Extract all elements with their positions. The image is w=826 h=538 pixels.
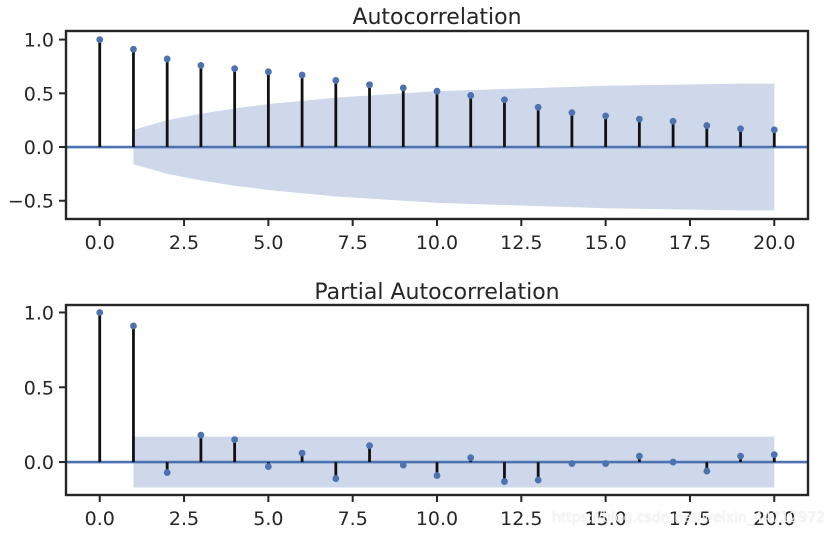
chart-0-point-9 — [399, 84, 407, 92]
chart-0-point-15 — [602, 112, 610, 120]
chart-0-xtick-label-3: 7.5 — [338, 232, 368, 254]
chart-0-point-6 — [298, 71, 306, 79]
chart-1-xtick-label-3: 7.5 — [338, 508, 368, 530]
chart-0-point-8 — [366, 81, 373, 89]
chart-1-point-11 — [467, 454, 475, 461]
chart-0-xtick-label-5: 12.5 — [500, 232, 542, 254]
chart-1-point-15 — [602, 460, 610, 467]
chart-1-ytick-label-2: 0.0 — [24, 452, 54, 474]
chart-0-xtick-label-8: 20.0 — [753, 232, 795, 254]
chart-0-ytick-label-0: 1.0 — [24, 30, 54, 52]
partial-autocorrelation-chart: 0.0 2.5 5.0 7.5 10.0 12.5 15.0 17.5 20.0 1.0 0.5 0.… — [24, 280, 810, 530]
chart-1-point-3 — [197, 431, 205, 439]
chart-1-point-20 — [770, 451, 778, 459]
chart-0-xtick-label-7: 17.5 — [669, 232, 711, 254]
chart-0-ytick-label-3: −0.5 — [8, 191, 54, 213]
chart-0-xtick-label-2: 5.0 — [253, 232, 283, 254]
chart-1-point-4 — [231, 436, 239, 444]
chart-0-point-7 — [332, 77, 340, 84]
chart-0-xtick-label-1: 2.5 — [169, 232, 199, 254]
chart-1-point-19 — [737, 452, 744, 460]
chart-0-point-13 — [534, 103, 542, 111]
chart-0-point-12 — [501, 96, 508, 104]
chart-1-point-8 — [366, 442, 373, 450]
chart-1-point-9 — [399, 461, 407, 469]
chart-1-point-0 — [96, 309, 104, 316]
chart-1-point-1 — [130, 322, 137, 330]
chart-0-point-17 — [669, 117, 677, 125]
chart-1-point-10 — [433, 472, 441, 479]
chart-1-point-12 — [501, 478, 508, 485]
chart-1-point-17 — [669, 458, 677, 466]
chart-1-title: Partial Autocorrelation — [314, 280, 559, 305]
chart-0-xtick-label-6: 15.0 — [584, 232, 626, 254]
chart-1-point-16 — [635, 452, 643, 460]
chart-0-xtick-label-0: 0.0 — [85, 232, 115, 254]
chart-1-point-5 — [264, 463, 272, 470]
chart-1-point-13 — [534, 476, 542, 484]
chart-0-ytick-label-1: 0.5 — [24, 83, 54, 105]
chart-1-point-7 — [332, 475, 340, 482]
chart-1-ytick-label-1: 0.5 — [24, 377, 54, 399]
chart-0-point-1 — [130, 45, 137, 53]
chart-1-xtick-label-1: 2.5 — [169, 508, 199, 530]
chart-0-point-11 — [467, 92, 475, 99]
chart-0-point-14 — [568, 109, 576, 117]
autocorrelation-chart: 0.0 2.5 5.0 7.5 10.0 12.5 15.0 17.5 20.0 1.0 0.5 0.… — [8, 5, 810, 254]
chart-1-point-2 — [163, 469, 171, 476]
chart-1-point-6 — [298, 449, 306, 457]
chart-0-point-5 — [264, 68, 272, 76]
chart-0-point-10 — [433, 87, 441, 95]
chart-1-xtick-label-2: 5.0 — [253, 508, 283, 530]
chart-1-ytick-label-0: 1.0 — [24, 302, 54, 324]
watermark-text: https://blog.csdn.net/weixin_44712972 — [552, 510, 826, 526]
chart-0-point-16 — [635, 115, 643, 123]
chart-1-xtick-label-5: 12.5 — [500, 508, 542, 530]
chart-0-point-19 — [737, 125, 744, 133]
chart-1-xtick-label-6: 15.0 — [584, 508, 626, 530]
chart-0-xtick-label-4: 10.0 — [416, 232, 458, 254]
chart-0-point-18 — [703, 122, 711, 129]
chart-1-xtick-label-7: 17.5 — [669, 508, 711, 530]
chart-0-point-2 — [163, 55, 171, 63]
chart-0-point-3 — [197, 61, 205, 69]
chart-1-xtick-label-8: 20.0 — [753, 508, 795, 530]
chart-1-point-18 — [703, 467, 711, 475]
chart-1-xtick-label-4: 10.0 — [416, 508, 458, 530]
chart-0-ytick-label-2: 0.0 — [24, 137, 54, 159]
chart-1-point-14 — [568, 460, 576, 467]
chart-0-point-20 — [770, 126, 778, 134]
chart-0-point-4 — [231, 65, 239, 72]
chart-0-point-0 — [96, 36, 104, 43]
chart-1-xtick-label-0: 0.0 — [85, 508, 115, 530]
chart-0-title: Autocorrelation — [352, 5, 521, 30]
